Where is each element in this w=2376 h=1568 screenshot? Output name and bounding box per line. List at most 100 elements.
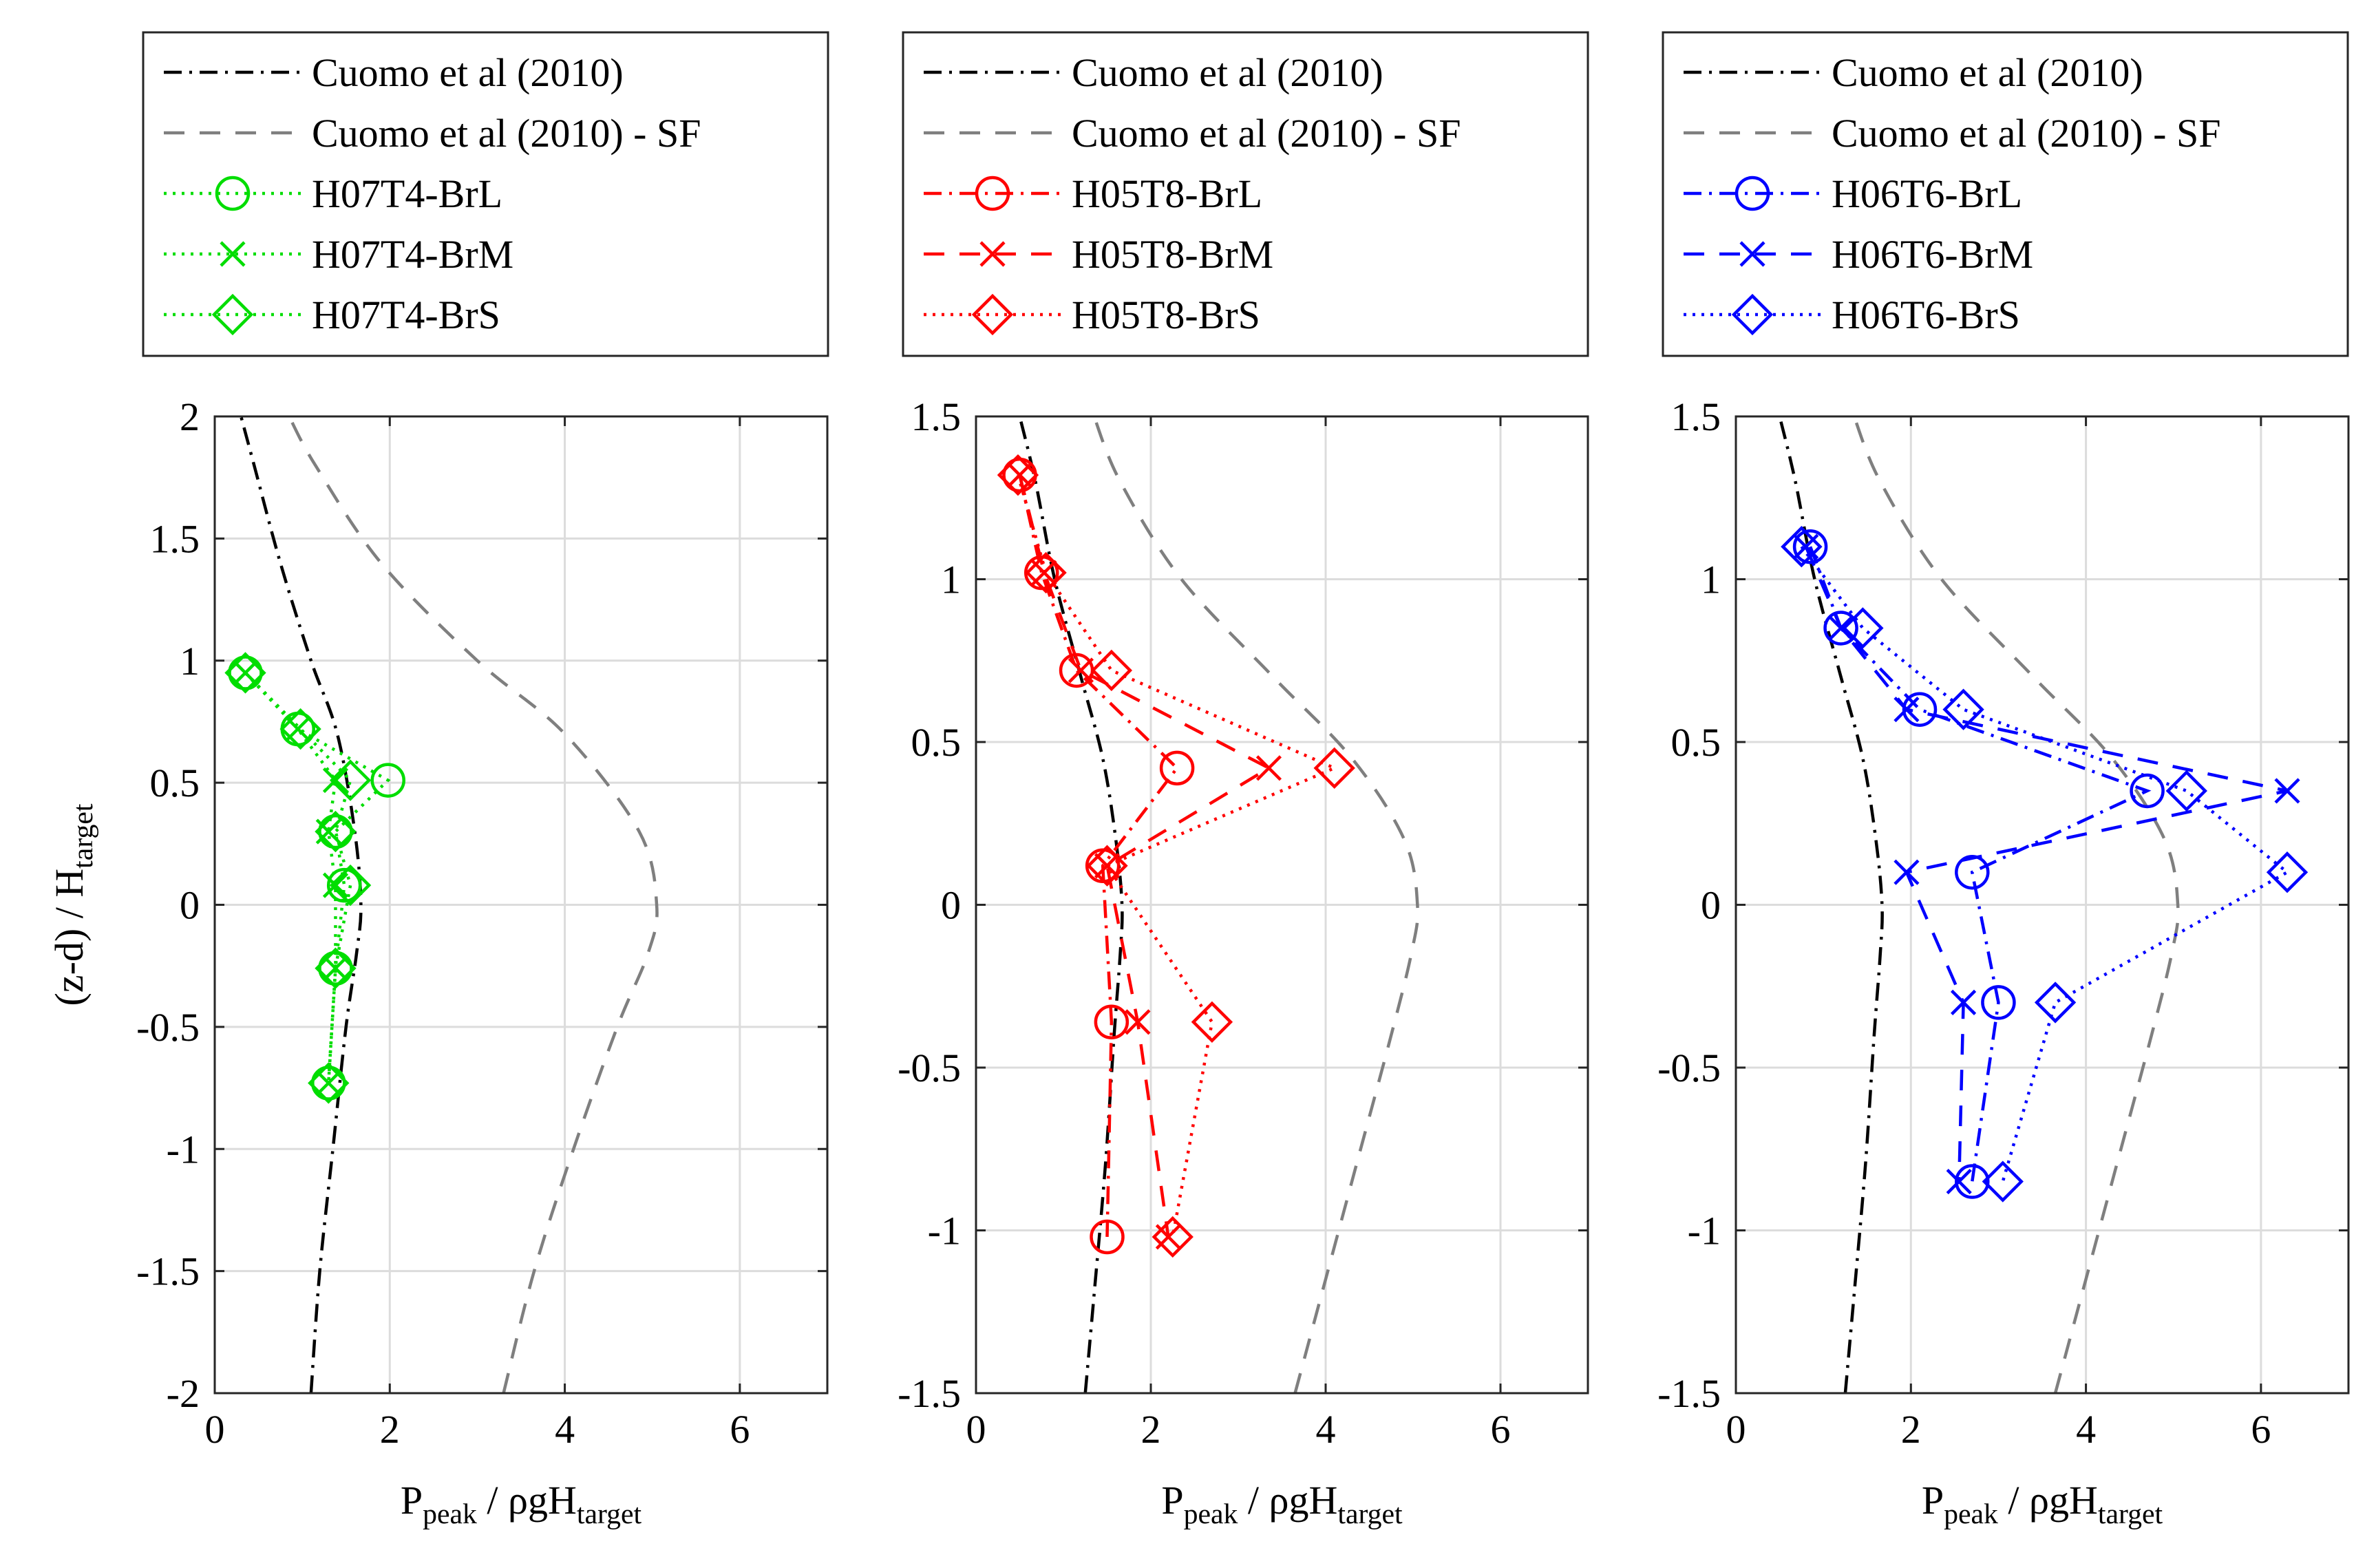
data-point-diamond	[1086, 845, 1128, 887]
data-point-x	[322, 872, 349, 898]
legend-marker-circle	[975, 176, 1010, 211]
data-point-diamond	[1025, 551, 1067, 594]
x-tick-label: 0	[966, 1407, 986, 1452]
legend-label: H05T8-BrS	[1072, 293, 1260, 337]
data-point-x	[322, 955, 349, 982]
legend-label: Cuomo et al (2010)	[1832, 50, 2143, 95]
y-tick-label: -0.5	[136, 1005, 200, 1050]
y-tick-label: 1.5	[911, 394, 962, 439]
data-point-circle	[1090, 1219, 1125, 1255]
series-group	[997, 416, 1419, 1393]
data-point-diamond	[2266, 851, 2309, 893]
y-tick-label: 1	[1701, 558, 1721, 602]
legend-item-1: Cuomo et al (2010)	[924, 50, 1383, 95]
data-point-x	[1894, 859, 1920, 885]
y-tick-label: 0.5	[1671, 720, 1721, 765]
x-tick-label: 4	[2076, 1407, 2096, 1452]
legend-marker-x	[220, 241, 246, 267]
y-tick-label: -0.5	[898, 1046, 961, 1090]
legend-marker-diamond	[1731, 293, 1774, 336]
x-tick-label: 6	[1491, 1407, 1511, 1452]
legend-label: Cuomo et al (2010)	[312, 50, 624, 95]
legend-item-1: Cuomo et al (2010)	[1684, 50, 2143, 95]
x-tick-label: 0	[205, 1407, 225, 1452]
data-point-x	[1950, 989, 1977, 1015]
data-point-circle	[326, 867, 362, 903]
x-tick-label: 2	[380, 1407, 400, 1452]
data-point-diamond	[224, 652, 266, 694]
y-tick-label: 1	[941, 558, 961, 602]
legend-marker-x	[979, 241, 1006, 267]
y-tick-label: 0	[180, 883, 200, 928]
x-tick-label: 0	[1726, 1407, 1746, 1452]
y-tick-label: 1	[180, 639, 200, 684]
y-tick-label: -1	[1688, 1209, 1721, 1253]
legend-item-3: H07T4-BrL	[164, 171, 502, 216]
legend-marker-x	[1739, 241, 1765, 267]
data-point-x	[315, 1070, 341, 1096]
data-point-circle	[1902, 692, 1938, 727]
legend-item-5: H07T4-BrS	[164, 293, 500, 337]
data-point-diamond	[1191, 1001, 1233, 1043]
legend-label: Cuomo et al (2010) - SF	[312, 111, 701, 156]
legend-marker-diamond	[971, 293, 1014, 336]
x-axis-label: Ppeak / ρgHtarget	[1161, 1478, 1403, 1530]
y-tick-label: 1.5	[1671, 394, 1721, 439]
y-tick-label: 0	[1701, 883, 1721, 928]
y-tick-label: 0.5	[911, 720, 962, 765]
data-point-x	[1255, 755, 1282, 781]
legend-label: H05T8-BrM	[1072, 232, 1273, 277]
y-axis-label: (z-d) / Htarget	[47, 803, 99, 1006]
legend-label: H06T6-BrS	[1832, 293, 2020, 337]
legend-label: Cuomo et al (2010)	[1072, 50, 1383, 95]
data-point-circle	[1955, 1164, 1990, 1199]
data-point-diamond	[1090, 649, 1133, 692]
series-line-2	[1852, 416, 2180, 1393]
data-point-diamond	[1152, 1216, 1194, 1258]
data-point-x	[1827, 615, 1854, 642]
y-tick-label: 1.5	[150, 516, 200, 561]
data-point-circle	[228, 655, 263, 690]
data-point-circle	[1792, 529, 1828, 564]
legend-label: H07T4-BrM	[312, 232, 513, 277]
series-line-1	[1778, 416, 1884, 1393]
y-tick-label: 2	[180, 394, 200, 439]
legend-item-4: H05T8-BrM	[924, 232, 1273, 277]
legend-box	[1662, 31, 2349, 357]
legend-marker-circle	[1735, 176, 1770, 211]
legend-item-3: H06T6-BrL	[1684, 171, 2022, 216]
data-point-x	[322, 767, 349, 794]
legend-label: H06T6-BrM	[1832, 232, 2033, 277]
data-point-x	[1094, 853, 1121, 879]
legend-item-4: H06T6-BrM	[1684, 232, 2033, 277]
series-line-3	[1018, 474, 1180, 1238]
legend-box	[142, 31, 829, 357]
data-point-diamond	[1781, 526, 1823, 568]
x-tick-label: 4	[1316, 1407, 1336, 1452]
data-point-diamond	[315, 947, 357, 989]
data-point-diamond	[1842, 607, 1884, 649]
data-point-circle	[1094, 1004, 1129, 1040]
chart-panel-2: 0 2 4 6 -1.5 -1 -0.5 0 0.5 1 1.5 Ppeak / ρgHtarget C…	[898, 31, 1589, 1530]
legend: Cuomo et al (2010) Cuomo et al (2010) - S…	[142, 31, 829, 357]
series-line-2	[1092, 416, 1419, 1393]
series-line-1	[1018, 416, 1124, 1393]
data-point-x	[1946, 1168, 1972, 1195]
y-tick-label: -1.5	[1657, 1371, 1721, 1416]
data-point-circle	[1955, 854, 1990, 890]
series-group	[1778, 416, 2309, 1393]
data-point-diamond	[329, 759, 372, 801]
legend-item-2: Cuomo et al (2010) - SF	[924, 111, 1461, 156]
y-tick-label: -0.5	[1657, 1046, 1721, 1090]
legend-item-2: Cuomo et al (2010) - SF	[164, 111, 701, 156]
x-tick-label: 6	[730, 1407, 750, 1452]
legend-marker-circle	[215, 176, 251, 211]
chart-panel-3: 0 2 4 6 -1.5 -1 -0.5 0 0.5 1 1.5 Ppeak / ρgHtarget C…	[1657, 31, 2350, 1530]
data-point-x	[1068, 657, 1094, 684]
legend-label: H07T4-BrL	[312, 171, 502, 216]
y-tick-label: 0.5	[150, 761, 200, 805]
legend-item-5: H06T6-BrS	[1684, 293, 2020, 337]
series-group	[224, 416, 659, 1393]
x-tick-label: 2	[1901, 1407, 1921, 1452]
